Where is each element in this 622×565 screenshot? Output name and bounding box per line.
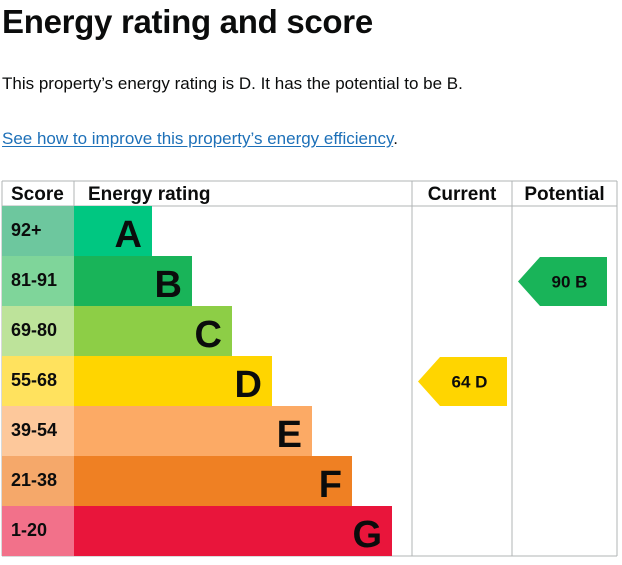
rating-summary: This property’s energy rating is D. It h… (2, 74, 463, 93)
rating-bar-f (74, 456, 352, 506)
current-rating-label: 64 D (452, 373, 488, 392)
rating-letter-a: A (115, 214, 142, 256)
score-range-d: 55-68 (11, 370, 57, 390)
rating-bar-e (74, 406, 312, 456)
score-range-a: 92+ (11, 220, 42, 240)
potential-rating-arrow (518, 257, 607, 306)
rating-bar-a (74, 206, 152, 256)
improve-efficiency-link[interactable]: See how to improve this property’s energ… (2, 129, 394, 148)
score-cell-f (2, 456, 74, 506)
page-title: Energy rating and score (2, 3, 373, 40)
chart-header: Score Energy rating Current Potential (11, 184, 605, 205)
score-cell-c (2, 306, 74, 356)
rating-letter-f: F (319, 464, 342, 506)
rating-letter-b: B (155, 264, 182, 306)
potential-rating-label: 90 B (552, 273, 588, 292)
rating-letter-c: C (195, 314, 222, 356)
rating-markers: 64 D 90 B (418, 257, 607, 406)
column-header-potential: Potential (524, 184, 604, 205)
score-range-g: 1-20 (11, 520, 47, 540)
improve-paragraph: See how to improve this property’s energ… (2, 128, 398, 150)
energy-rating-chart: Score Energy rating Current Potential 92+ A 8… (1, 180, 618, 557)
current-rating-arrow (418, 357, 507, 406)
improve-link-suffix: . (393, 129, 398, 148)
column-header-current: Current (428, 184, 497, 205)
column-header-score: Score (11, 184, 64, 205)
rating-bar-g (74, 506, 392, 556)
score-range-b: 81-91 (11, 270, 57, 290)
score-range-e: 39-54 (11, 420, 57, 440)
score-cell-a (2, 206, 74, 256)
score-cell-g (2, 506, 74, 556)
rating-bar-b (74, 256, 192, 306)
rating-bands: 92+ A 81-91 B 69-80 C 55-68 D 39-54 E 21-38 F 1-20 G (2, 206, 392, 556)
score-range-f: 21-38 (11, 470, 57, 490)
score-cell-b (2, 256, 74, 306)
rating-letter-e: E (277, 414, 302, 456)
score-range-c: 69-80 (11, 320, 57, 340)
score-cell-e (2, 406, 74, 456)
rating-bar-d (74, 356, 272, 406)
rating-letter-g: G (352, 514, 382, 556)
rating-letter-d: D (235, 364, 262, 406)
column-header-energy-rating: Energy rating (88, 184, 210, 205)
score-cell-d (2, 356, 74, 406)
rating-bar-c (74, 306, 232, 356)
